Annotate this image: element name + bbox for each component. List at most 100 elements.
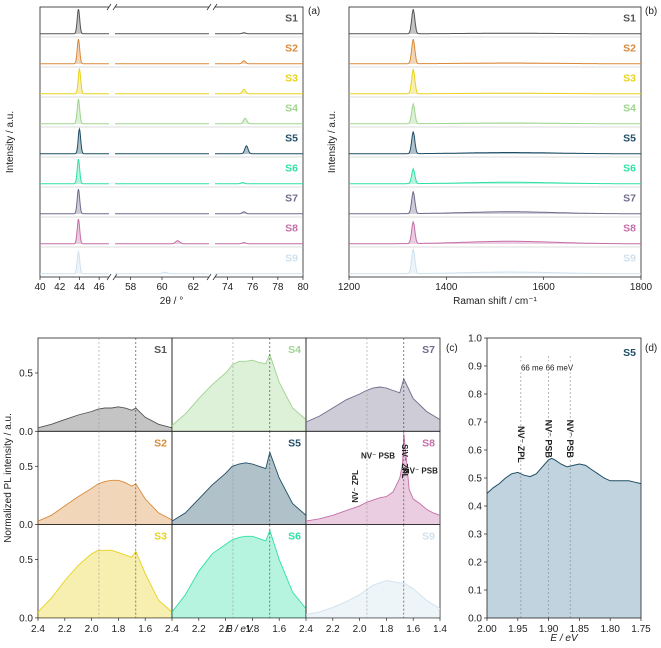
sample-label-S6: S6: [285, 162, 298, 174]
y-tick-label: 0.0: [468, 614, 482, 625]
raman-trace-S3: [349, 68, 641, 95]
sample-label-S4: S4: [285, 102, 298, 114]
y-tick-label: 0.5: [19, 368, 33, 379]
sample-label-S4: S4: [623, 102, 636, 114]
y-tick-label: 0.5: [19, 462, 33, 473]
x-tick-label: 76: [247, 282, 259, 293]
xrd-trace-S9: [40, 249, 109, 275]
sample-label-S1: S1: [623, 12, 636, 24]
xrd-fill-S8: [40, 219, 109, 244]
panel-label: (b): [645, 6, 657, 17]
sample-label-S5: S5: [623, 132, 636, 144]
x-tick-label: 1.4: [433, 624, 447, 635]
peak-label: NV⁻ ZPL: [516, 426, 526, 463]
y-tick-label: 0.5: [19, 555, 33, 566]
x-tick-label: 1400: [435, 282, 458, 293]
xrd-fill-S9: [40, 251, 109, 274]
x-axis-label: 2θ / °: [160, 296, 183, 307]
axis-break-mark: [106, 273, 112, 281]
pl-trace-S7: [305, 377, 441, 423]
sample-label-S3: S3: [285, 72, 298, 84]
pl-trace-S5: [171, 450, 307, 522]
energy-spacing-label: 66 meV: [521, 363, 549, 372]
x-axis-label: E / eV: [550, 633, 579, 644]
sample-label-S9: S9: [285, 252, 298, 264]
x-tick-label: 1.6: [138, 624, 152, 635]
y-axis-label: Intensity / a.u.: [327, 111, 338, 173]
raman-fill-S8: [349, 221, 641, 244]
xrd-fill-S2: [40, 39, 109, 64]
x-tick-label: 1.90: [539, 624, 559, 635]
x-tick-label: 2.4: [165, 624, 179, 635]
pl-area-S7: [306, 378, 440, 432]
pl-annotation: SiV⁻ PSB: [402, 466, 438, 475]
y-tick-label: 0.2: [468, 558, 482, 569]
x-tick-label: 42: [54, 282, 66, 293]
energy-label-bg: [543, 361, 576, 373]
raman-fill-S6: [349, 168, 641, 184]
sample-label-S7: S7: [285, 192, 298, 204]
xrd-trace-S4: [215, 117, 303, 125]
pl-trace-S6: [171, 529, 307, 613]
xrd-trace-S6: [215, 181, 303, 185]
xrd-trace-S5: [215, 145, 303, 155]
xrd-fill-S6: [40, 159, 109, 184]
sample-label-S3: S3: [623, 72, 636, 84]
raman-fill-S2: [349, 39, 641, 64]
axis-break-mark: [206, 3, 212, 11]
x-tick-label: 58: [125, 282, 137, 293]
pl-trace-S1: [37, 406, 173, 429]
x-tick-label: 2.4: [31, 624, 45, 635]
pl-trace-S3: [37, 549, 173, 613]
axis-break-mark: [112, 3, 118, 11]
y-axis-label: Intensity / a.u.: [5, 111, 16, 173]
x-axis-label: Raman shift / cm⁻¹: [453, 296, 537, 307]
xrd-trace-S3: [215, 88, 303, 95]
pl-annotation: NV⁻ PSB: [361, 451, 395, 460]
raman-fill-S5: [349, 131, 641, 154]
sample-label-S5: S5: [288, 437, 301, 449]
sample-label-S9: S9: [422, 531, 435, 543]
sample-label-S2: S2: [154, 437, 167, 449]
xrd-trace-S8: [115, 240, 209, 245]
sample-label-S5: S5: [285, 132, 298, 144]
pl-area-S5: [487, 458, 641, 618]
axis-break-mark: [212, 3, 218, 11]
y-tick-label: 0.9: [468, 362, 482, 373]
raman-fill-S9: [349, 249, 641, 274]
y-tick-label: 0.1: [468, 586, 482, 597]
x-tick-label: 46: [94, 282, 106, 293]
pl-area-S3: [38, 550, 172, 618]
xrd-trace-S2: [215, 60, 303, 65]
x-tick-label: 2.4: [299, 624, 313, 635]
xrd-trace-S7: [40, 188, 109, 215]
raman-fill-S7: [349, 191, 641, 214]
y-tick-label: 0.3: [468, 530, 482, 541]
sample-label-S1: S1: [285, 12, 298, 24]
xrd-fill-S7: [40, 189, 109, 214]
raman-trace-S4: [349, 102, 641, 125]
y-tick-label: 0.0: [19, 427, 33, 438]
xrd-trace-S5: [40, 127, 109, 155]
panel-label: (d): [645, 343, 657, 354]
xrd-fill-S5: [40, 129, 109, 154]
raman-trace-S2: [349, 38, 641, 65]
pl-area-S2: [38, 480, 172, 525]
raman-fill-S1: [349, 9, 641, 34]
y-tick-label: 0.6: [468, 446, 482, 457]
xrd-trace-S3: [40, 67, 109, 95]
y-tick-label: 0.5: [468, 474, 482, 485]
x-tick-label: 2.00: [477, 624, 497, 635]
x-tick-label: 1.8: [379, 624, 393, 635]
x-tick-label: 1.6: [406, 624, 420, 635]
xrd-trace-S8: [215, 241, 303, 245]
x-tick-label: 80: [297, 282, 309, 293]
x-tick-label: 1.95: [508, 624, 528, 635]
panel-b-raman: S1 S2 S3 S4 S5 S6 S7 S8 S9 1200 1400 1600 1800 Raman …: [327, 6, 657, 307]
energy-label-bg: [518, 361, 551, 373]
raman-trace-S1: [349, 8, 641, 35]
axis-break-top-gap: [209, 5, 215, 9]
raman-trace-S9: [349, 248, 641, 275]
pl-area-S1: [38, 406, 172, 432]
